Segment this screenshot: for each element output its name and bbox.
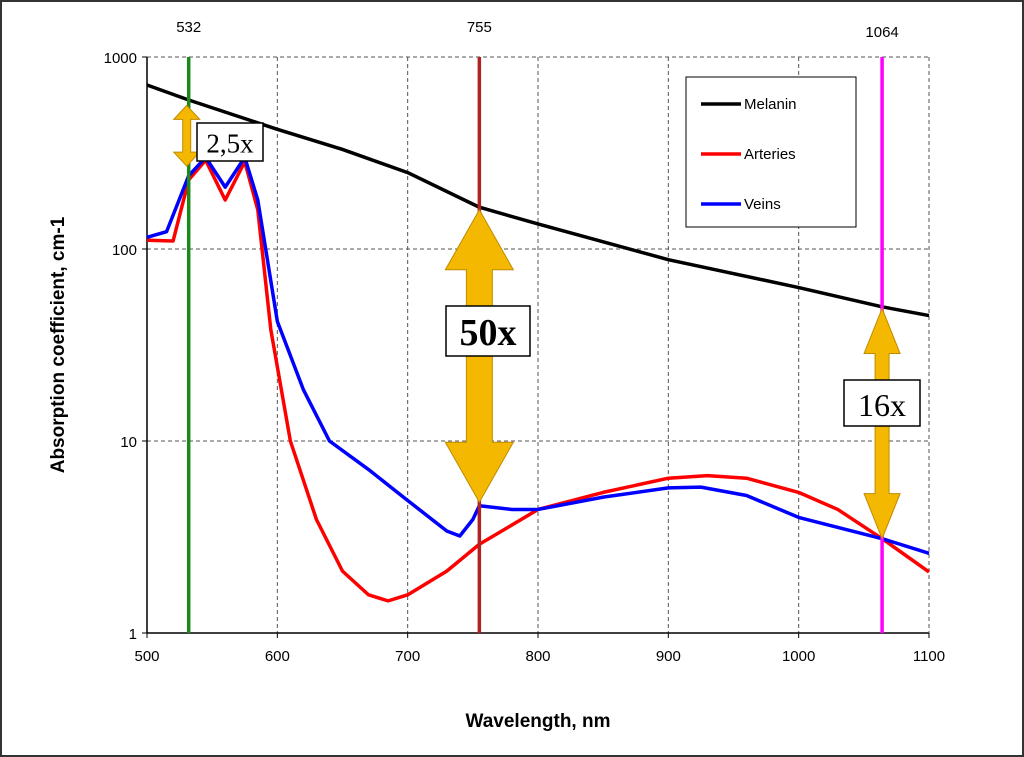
x-tick-label: 1000 xyxy=(782,648,815,665)
legend-label: Arteries xyxy=(744,146,796,163)
x-tick-label: 700 xyxy=(395,648,420,665)
y-axis-label: Absorption coefficient, cm-1 xyxy=(48,216,69,473)
y-tick-label: 10 xyxy=(120,434,137,451)
legend-label: Melanin xyxy=(744,96,797,113)
marker-label: 1064 xyxy=(865,24,898,41)
marker-label: 755 xyxy=(467,19,492,36)
y-tick-label: 100 xyxy=(112,242,137,259)
arrow-2-5x xyxy=(172,104,201,167)
x-tick-label: 1100 xyxy=(913,648,945,665)
x-axis-label: Wavelength, nm xyxy=(466,711,611,732)
x-tick-label: 500 xyxy=(134,648,159,665)
x-tick-label: 600 xyxy=(265,648,290,665)
annotation-2-5x: 2,5x xyxy=(206,129,254,159)
y-tick-label: 1000 xyxy=(104,50,137,67)
annotation-50x: 50x xyxy=(460,312,517,354)
x-tick-label: 900 xyxy=(656,648,681,665)
legend-box xyxy=(685,76,857,228)
marker-label: 532 xyxy=(176,19,201,36)
annotation-16x: 16x xyxy=(858,387,906,423)
legend-label: Veins xyxy=(744,196,781,213)
y-tick-label: 1 xyxy=(129,626,137,643)
series-line-arteries xyxy=(146,158,931,603)
annotation-2-5x-box xyxy=(196,122,264,162)
series-line-veins xyxy=(146,155,930,555)
x-tick-label: 800 xyxy=(525,648,550,665)
annotation-50x-box xyxy=(445,305,531,357)
annotation-16x-box xyxy=(843,379,921,427)
